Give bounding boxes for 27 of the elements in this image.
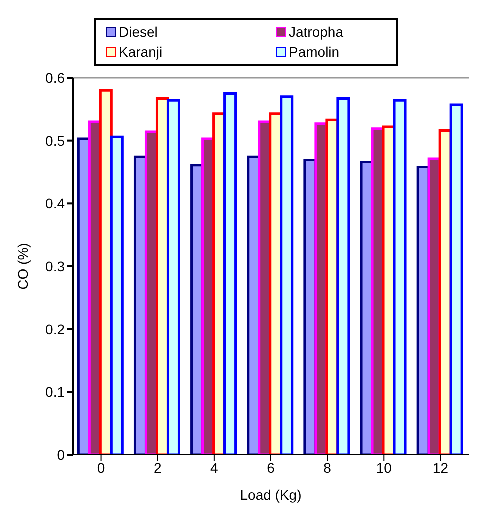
y-axis-title: CO (%) (14, 243, 31, 290)
bar (450, 104, 464, 455)
bar (224, 92, 238, 455)
y-tick-label: 0.3 (46, 258, 66, 274)
x-tick-label: 12 (432, 460, 449, 476)
y-tick-label: 0.2 (46, 321, 66, 338)
legend-label: Karanji (119, 43, 163, 62)
bar (110, 136, 124, 455)
x-tick-label: 2 (154, 460, 162, 476)
x-tick-label: 10 (376, 460, 392, 476)
bar (393, 99, 407, 455)
x-tick-label: 4 (210, 460, 219, 476)
y-tick-label: 0.4 (46, 196, 66, 212)
x-tick-label: 6 (267, 460, 276, 476)
y-tick-label: 0.1 (46, 384, 66, 400)
x-tick-label: 8 (324, 460, 332, 476)
y-tick-label: 0.5 (46, 132, 66, 149)
legend-label: Pamolin (289, 43, 340, 62)
legend-label: Jatropha (289, 23, 344, 42)
x-tick-label: 0 (97, 460, 106, 476)
bar (166, 99, 180, 455)
x-axis-title: Load (Kg) (240, 487, 302, 503)
legend-label: Diesel (119, 23, 158, 42)
bar (280, 96, 294, 455)
y-tick-label: 0.6 (46, 70, 66, 86)
bar (336, 97, 350, 455)
y-tick-label: 0 (57, 446, 66, 463)
